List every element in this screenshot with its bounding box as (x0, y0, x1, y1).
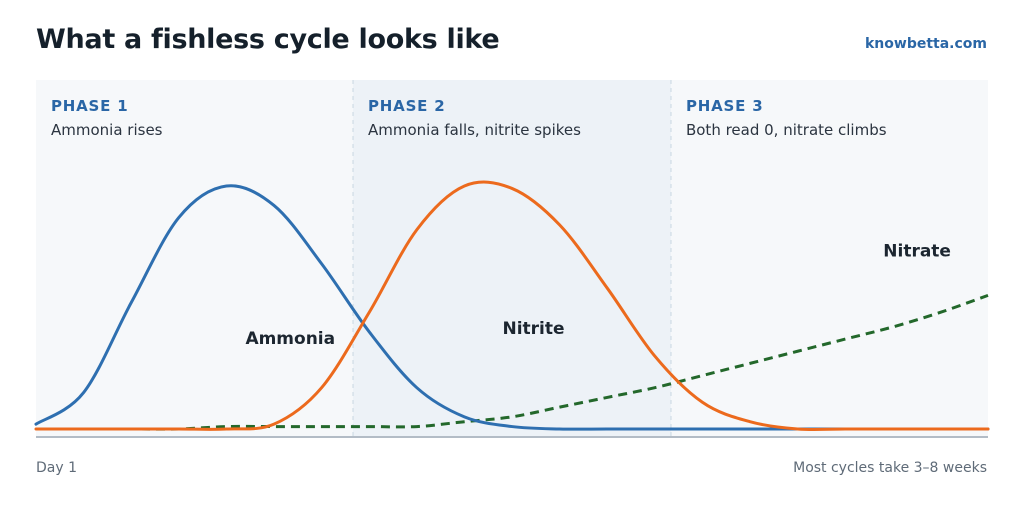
nitrite-line (34, 180, 990, 432)
brand-link[interactable]: knowbetta.com (864, 36, 987, 52)
nitrate-label: Nitrate (883, 241, 951, 261)
x-axis-start-label: Day 1 (36, 460, 78, 476)
chart-title: What a fishless cycle looks like (36, 24, 500, 55)
phase-3-description: Both read 0, nitrate climbs (686, 121, 887, 139)
phase-2-description: Ammonia falls, nitrite spikes (368, 121, 581, 139)
phase-1-band (36, 80, 354, 437)
phase-3-title: PHASE 3 (686, 97, 763, 115)
nitrite-label: Nitrite (502, 319, 564, 339)
phase-3-band (670, 80, 988, 437)
phase-1-description: Ammonia rises (51, 121, 163, 139)
x-axis-end-note: Most cycles take 3–8 weeks (793, 460, 987, 476)
ammonia-label: Ammonia (245, 329, 335, 349)
phase-2-title: PHASE 2 (368, 97, 445, 115)
phase-1-title: PHASE 1 (51, 97, 128, 115)
